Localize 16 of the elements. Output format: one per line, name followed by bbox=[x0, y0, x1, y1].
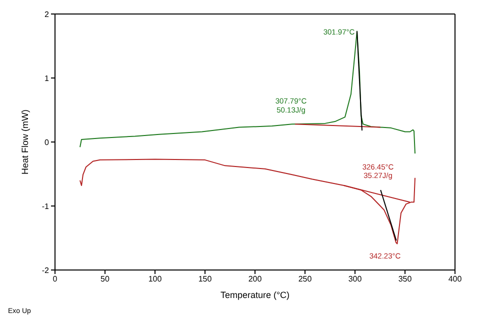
y-tick-label: -1 bbox=[42, 202, 50, 211]
y-tick-label: 1 bbox=[44, 74, 50, 83]
y-tick-label: 0 bbox=[44, 138, 50, 147]
x-tick-label: 350 bbox=[398, 274, 412, 284]
x-tick-label: 100 bbox=[148, 274, 162, 284]
x-axis-title: Temperature (°C) bbox=[220, 290, 290, 300]
x-tick-label: 250 bbox=[298, 274, 312, 284]
x-tick-label: 300 bbox=[348, 274, 362, 284]
x-tick-label: 50 bbox=[100, 274, 110, 284]
y-tick-label: 2 bbox=[44, 10, 50, 19]
y-tick-label: -2 bbox=[42, 266, 50, 275]
x-tick-label: 200 bbox=[248, 274, 262, 284]
x-tick-label: 400 bbox=[448, 274, 462, 284]
y-axis-title: Heat Flow (mW) bbox=[20, 110, 30, 174]
x-tick-label: 0 bbox=[52, 274, 58, 284]
x-tick-label: 150 bbox=[198, 274, 212, 284]
